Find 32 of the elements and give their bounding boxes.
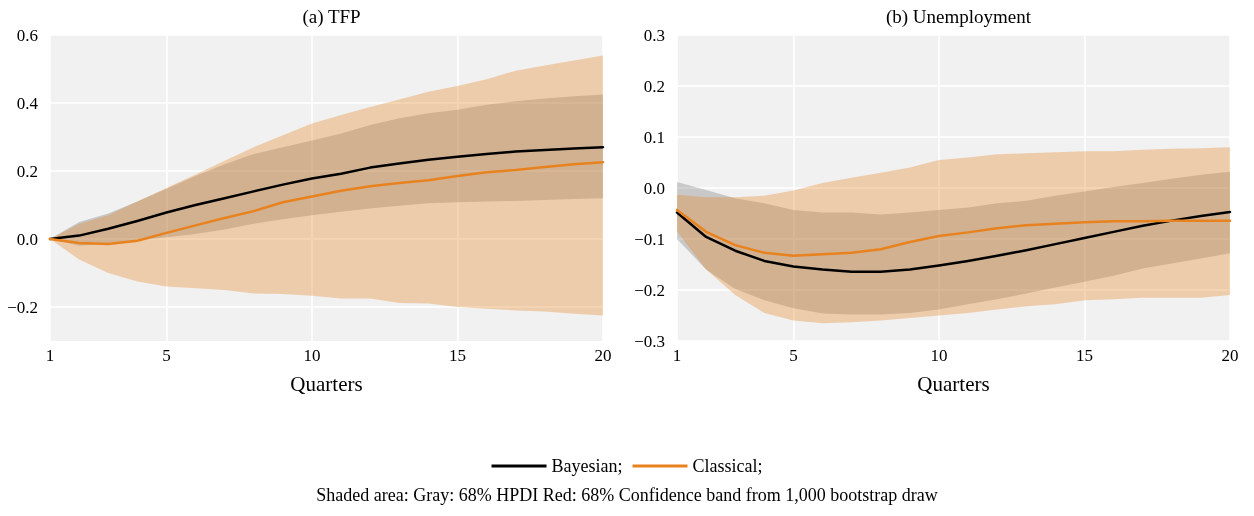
x-tick-label: 10 — [303, 346, 321, 365]
legend-label: Bayesian; — [551, 456, 623, 476]
y-tick-label: −0.3 — [634, 331, 665, 351]
y-tick-label: 0.1 — [643, 127, 665, 147]
x-tick-label: 20 — [594, 346, 612, 365]
x-tick-label: 10 — [930, 346, 948, 365]
x-tick-label: 5 — [789, 346, 798, 365]
y-tick-label: −0.2 — [7, 297, 38, 317]
text: Shaded area: Gray: 68% HPDI Red: 68% Confidence band from 1,000 bootstrap draw — [316, 485, 938, 505]
line-series — [675, 210, 1232, 273]
y-tick-label: −0.1 — [634, 229, 665, 249]
y-tick-label: 0.0 — [643, 178, 665, 198]
chart-title: (a) TFP — [302, 6, 361, 28]
y-tick-label: 0.6 — [16, 25, 38, 45]
x-axis-title: Quarters — [290, 371, 363, 396]
line-series — [48, 160, 605, 246]
chart-title: (b) Unemployment — [885, 6, 1032, 28]
y-tick-label: −0.2 — [634, 280, 665, 300]
x-tick-label: 1 — [45, 346, 55, 365]
line-series — [675, 208, 1232, 258]
y-tick-label: 0.4 — [16, 93, 39, 113]
x-tick-label: 20 — [1221, 346, 1239, 365]
y-tick-label: 0.2 — [643, 76, 665, 96]
y-tick-label: 0.3 — [643, 25, 665, 45]
y-tick-label: 0.2 — [16, 161, 38, 181]
x-axis-title: Quarters — [917, 371, 990, 396]
y-tick-label: 0.0 — [16, 229, 38, 249]
x-tick-label: 15 — [1075, 346, 1093, 365]
legend-label: Classical; — [692, 456, 763, 476]
x-tick-label: 1 — [672, 346, 682, 365]
x-tick-label: 15 — [448, 346, 466, 365]
x-tick-label: 5 — [162, 346, 171, 365]
